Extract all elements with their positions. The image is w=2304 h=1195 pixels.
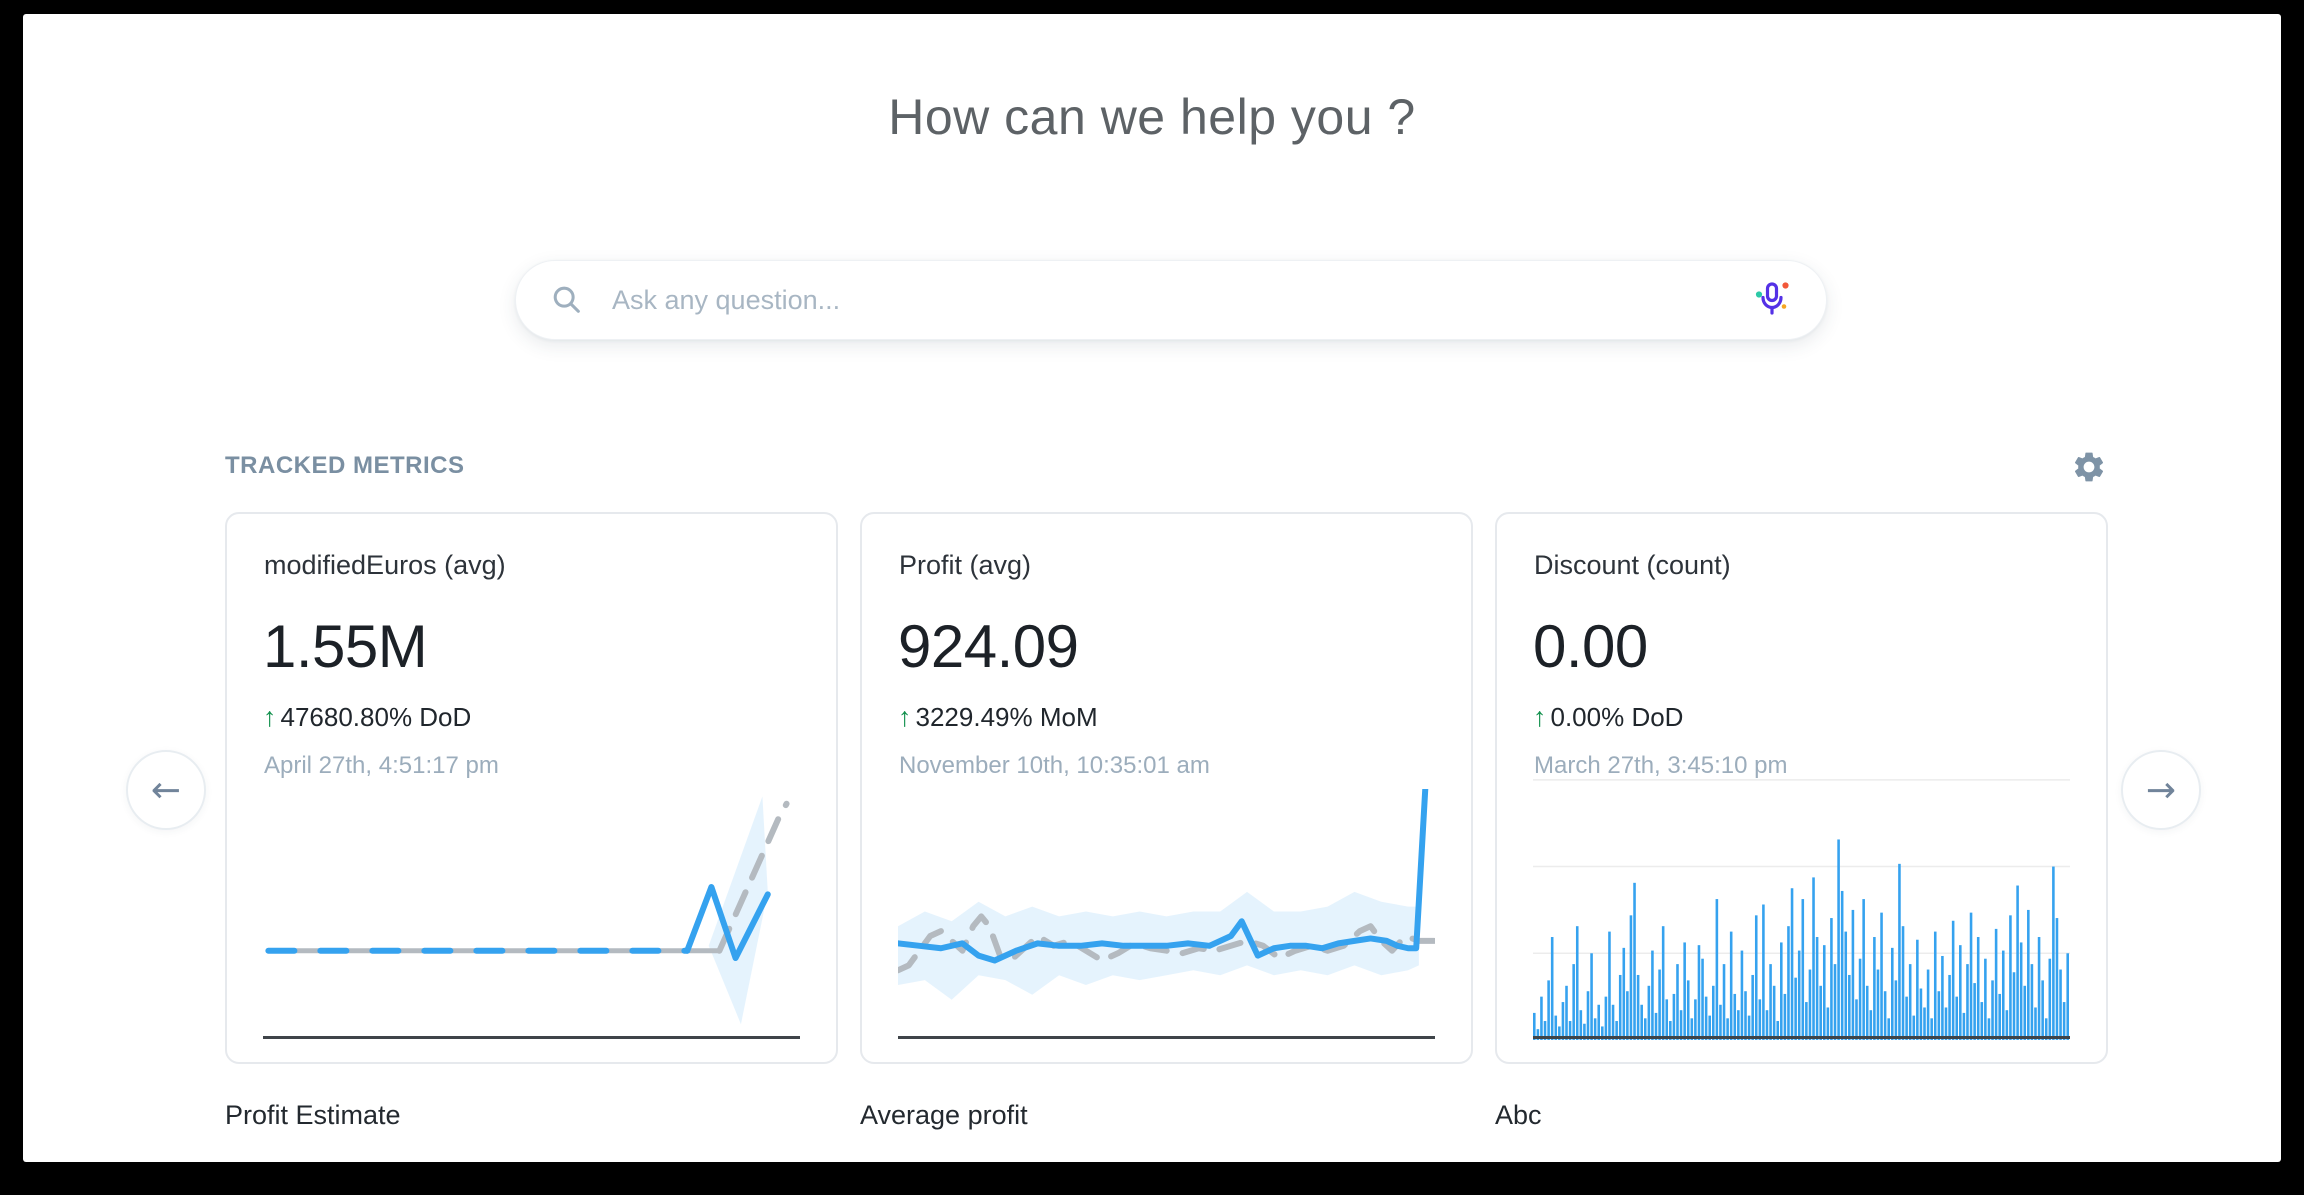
metric-change: ↑ 3229.49% MoM (898, 702, 1098, 733)
metric-title: modifiedEuros (avg) (264, 550, 506, 580)
metric-value: 924.09 (898, 613, 1079, 680)
carousel-prev-button[interactable]: ← (126, 750, 206, 830)
metric-change: ↑ 0.00% DoD (1533, 702, 1683, 733)
metric-chart (1533, 769, 2070, 1040)
page-root: How can we help you ? (23, 14, 2281, 1162)
metric-chart (898, 789, 1435, 1034)
chart-axis-line (263, 1036, 800, 1039)
arrow-right-icon: → (2145, 769, 2177, 811)
page-title: How can we help you ? (888, 89, 1416, 145)
carousel-next-button[interactable]: → (2121, 750, 2201, 830)
gear-icon (2071, 449, 2107, 488)
up-arrow-icon: ↑ (263, 702, 277, 732)
chart-axis-line (1533, 1036, 2070, 1039)
metric-timestamp: April 27th, 4:51:17 pm (264, 752, 499, 779)
metric-footer-label: Average profit (860, 1100, 1028, 1130)
metric-value: 1.55M (263, 613, 428, 680)
chart-axis-line (898, 1036, 1435, 1039)
voice-search-button[interactable] (1752, 279, 1792, 322)
metric-card[interactable]: Profit (avg) 924.09 ↑ 3229.49% MoM Novem… (860, 512, 1473, 1064)
up-arrow-icon: ↑ (898, 702, 912, 732)
metric-card[interactable]: Discount (count) 0.00 ↑ 0.00% DoD March … (1495, 512, 2108, 1064)
arrow-left-icon: ← (150, 769, 182, 811)
metric-timestamp: November 10th, 10:35:01 am (899, 752, 1210, 779)
metric-change-text: 47680.80% DoD (280, 702, 472, 732)
microphone-icon (1752, 279, 1792, 322)
metric-footer-label: Profit Estimate (225, 1100, 401, 1130)
metric-change-text: 3229.49% MoM (915, 702, 1098, 732)
metric-value: 0.00 (1533, 613, 1648, 680)
metric-footer-label: Abc (1495, 1100, 1542, 1130)
section-heading: TRACKED METRICS (225, 452, 465, 479)
metric-timestamp: March 27th, 3:45:10 pm (1534, 752, 1788, 779)
metric-change-text: 0.00% DoD (1550, 702, 1684, 732)
search-icon (550, 283, 584, 317)
up-arrow-icon: ↑ (1533, 702, 1547, 732)
search-input[interactable] (612, 284, 1752, 316)
metric-change: ↑ 47680.80% DoD (263, 702, 471, 733)
settings-button[interactable] (2067, 446, 2111, 490)
metric-title: Profit (avg) (899, 550, 1032, 580)
metric-title: Discount (count) (1534, 550, 1731, 580)
search-bar[interactable] (515, 260, 1827, 340)
metric-card[interactable]: modifiedEuros (avg) 1.55M ↑ 47680.80% Do… (225, 512, 838, 1064)
metric-chart (263, 789, 800, 1034)
